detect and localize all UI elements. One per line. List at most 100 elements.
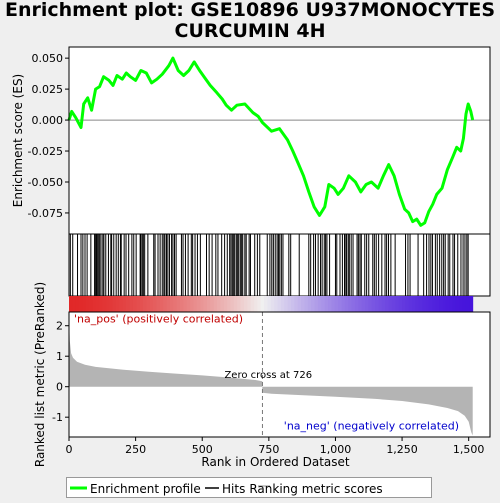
x-tick-label: 1,000 <box>320 443 352 456</box>
color-bar-segment <box>166 296 171 312</box>
color-bar-segment <box>415 296 420 312</box>
color-bar-segment <box>149 296 154 312</box>
color-bar-segment <box>240 296 245 312</box>
color-bar-segment <box>173 296 178 312</box>
color-bar-segment <box>75 296 80 312</box>
color-bar-segment <box>354 296 359 312</box>
color-bar-segment <box>334 296 339 312</box>
ranking-y-tick-label: 1 <box>56 350 63 363</box>
color-bar-segment <box>200 296 205 312</box>
color-bar-segment <box>85 296 90 312</box>
color-bar-segment <box>99 296 104 312</box>
color-bar-segment <box>233 296 238 312</box>
color-bar-segment <box>203 296 208 312</box>
zero-cross-label: Zero cross at 726 <box>224 370 312 381</box>
color-bar-segment <box>153 296 157 312</box>
hits-panel <box>68 233 491 297</box>
color-bar-segment <box>435 296 440 312</box>
color-bar-segment <box>257 296 262 312</box>
color-bar-segment <box>375 296 379 312</box>
color-bar-segment <box>163 296 168 312</box>
enrichment-profile-line <box>67 56 475 227</box>
es-y-tick-label: 0.000 <box>32 114 64 127</box>
color-bar-segment <box>284 296 289 312</box>
ranking-panel: Zero cross at 726 'na_pos' (positively co… <box>68 311 491 438</box>
color-bar-segment <box>418 296 423 312</box>
color-bar-segment <box>428 296 433 312</box>
color-bar-segment <box>230 296 235 312</box>
es-y-tick-label: 0.050 <box>32 52 64 65</box>
color-bar-segment <box>95 296 100 312</box>
color-bar-segment <box>462 296 467 312</box>
color-bar-segment <box>180 296 184 312</box>
color-bar-segment <box>109 296 114 312</box>
color-bar-segment <box>136 296 141 312</box>
color-bar-segment <box>378 296 383 312</box>
color-bar-segment <box>270 296 275 312</box>
color-bar-segment <box>72 296 77 312</box>
color-bar-segment <box>405 296 410 312</box>
color-bar-segment <box>190 296 194 312</box>
color-bar-segment <box>82 296 87 312</box>
es-y-tick-label: -0.075 <box>28 207 63 220</box>
legend: Enrichment profile Hits Ranking metric s… <box>66 477 432 498</box>
chart-title-line-1: Enrichment plot: GSE10896 U937MONOCYTES <box>4 0 496 21</box>
color-bar-segment <box>196 296 201 312</box>
color-bar-segment <box>267 296 272 312</box>
color-bar-segment <box>358 296 363 312</box>
color-bar-segment <box>388 296 393 312</box>
color-bar-segment <box>156 296 161 312</box>
color-bar-segment <box>280 296 285 312</box>
color-bar-segment <box>432 296 437 312</box>
ranking-y-axis-label: Ranked list metric (PreRanked) <box>33 282 47 467</box>
correlation-color-bar <box>69 296 474 312</box>
color-bar-segment <box>321 296 326 312</box>
color-bar-segment <box>250 296 255 312</box>
color-bar-segment <box>361 296 366 312</box>
color-bar-segment <box>371 296 376 312</box>
color-bar-segment <box>291 296 295 312</box>
color-bar-segment <box>398 296 403 312</box>
negative-correlation-label: 'na_neg' (negatively correlated) <box>284 419 459 432</box>
color-bar-segment <box>338 296 342 312</box>
color-bar-segment <box>143 296 147 312</box>
color-bar-segment <box>210 296 215 312</box>
color-bar-segment <box>237 296 242 312</box>
color-bar-segment <box>324 296 329 312</box>
color-bar-segment <box>116 296 120 312</box>
color-bar-segment <box>381 296 386 312</box>
color-bar-segment <box>69 296 73 312</box>
color-bar-segment <box>408 296 413 312</box>
positive-correlation-label: 'na_pos' (positively correlated) <box>74 313 243 326</box>
color-bar-segment <box>317 296 322 312</box>
ranking-y-tick-label: 0 <box>56 381 63 394</box>
color-bar-segment <box>469 296 474 312</box>
color-bar-segment <box>391 296 396 312</box>
ranking-y-tick-label: 2 <box>56 320 63 333</box>
color-bar-segment <box>260 296 265 312</box>
color-bar-segment <box>274 296 279 312</box>
color-bar-segment <box>294 296 299 312</box>
ranking-metric-area <box>69 316 473 436</box>
color-bar-segment <box>348 296 353 312</box>
color-bar-segment <box>351 296 356 312</box>
es-y-tick-label: 0.025 <box>32 83 64 96</box>
color-bar-segment <box>243 296 248 312</box>
legend-hits-label: Hits <box>222 482 245 496</box>
ranking-frame <box>68 311 491 438</box>
color-bar-segment <box>217 296 221 312</box>
es-y-tick-label: -0.050 <box>28 176 63 189</box>
color-bar-segment <box>452 296 457 312</box>
x-tick-label: 500 <box>192 443 213 456</box>
color-bar-segment <box>227 296 231 312</box>
es-y-tick-label: -0.025 <box>28 145 63 158</box>
es-plot-area <box>69 47 490 234</box>
color-bar-segment <box>341 296 346 312</box>
color-bar-segment <box>365 296 369 312</box>
color-bar-segment <box>220 296 225 312</box>
color-bar-segment <box>287 296 292 312</box>
x-tick-label: 0 <box>66 443 73 456</box>
color-bar-segment <box>445 296 450 312</box>
color-bar-segment <box>146 296 151 312</box>
